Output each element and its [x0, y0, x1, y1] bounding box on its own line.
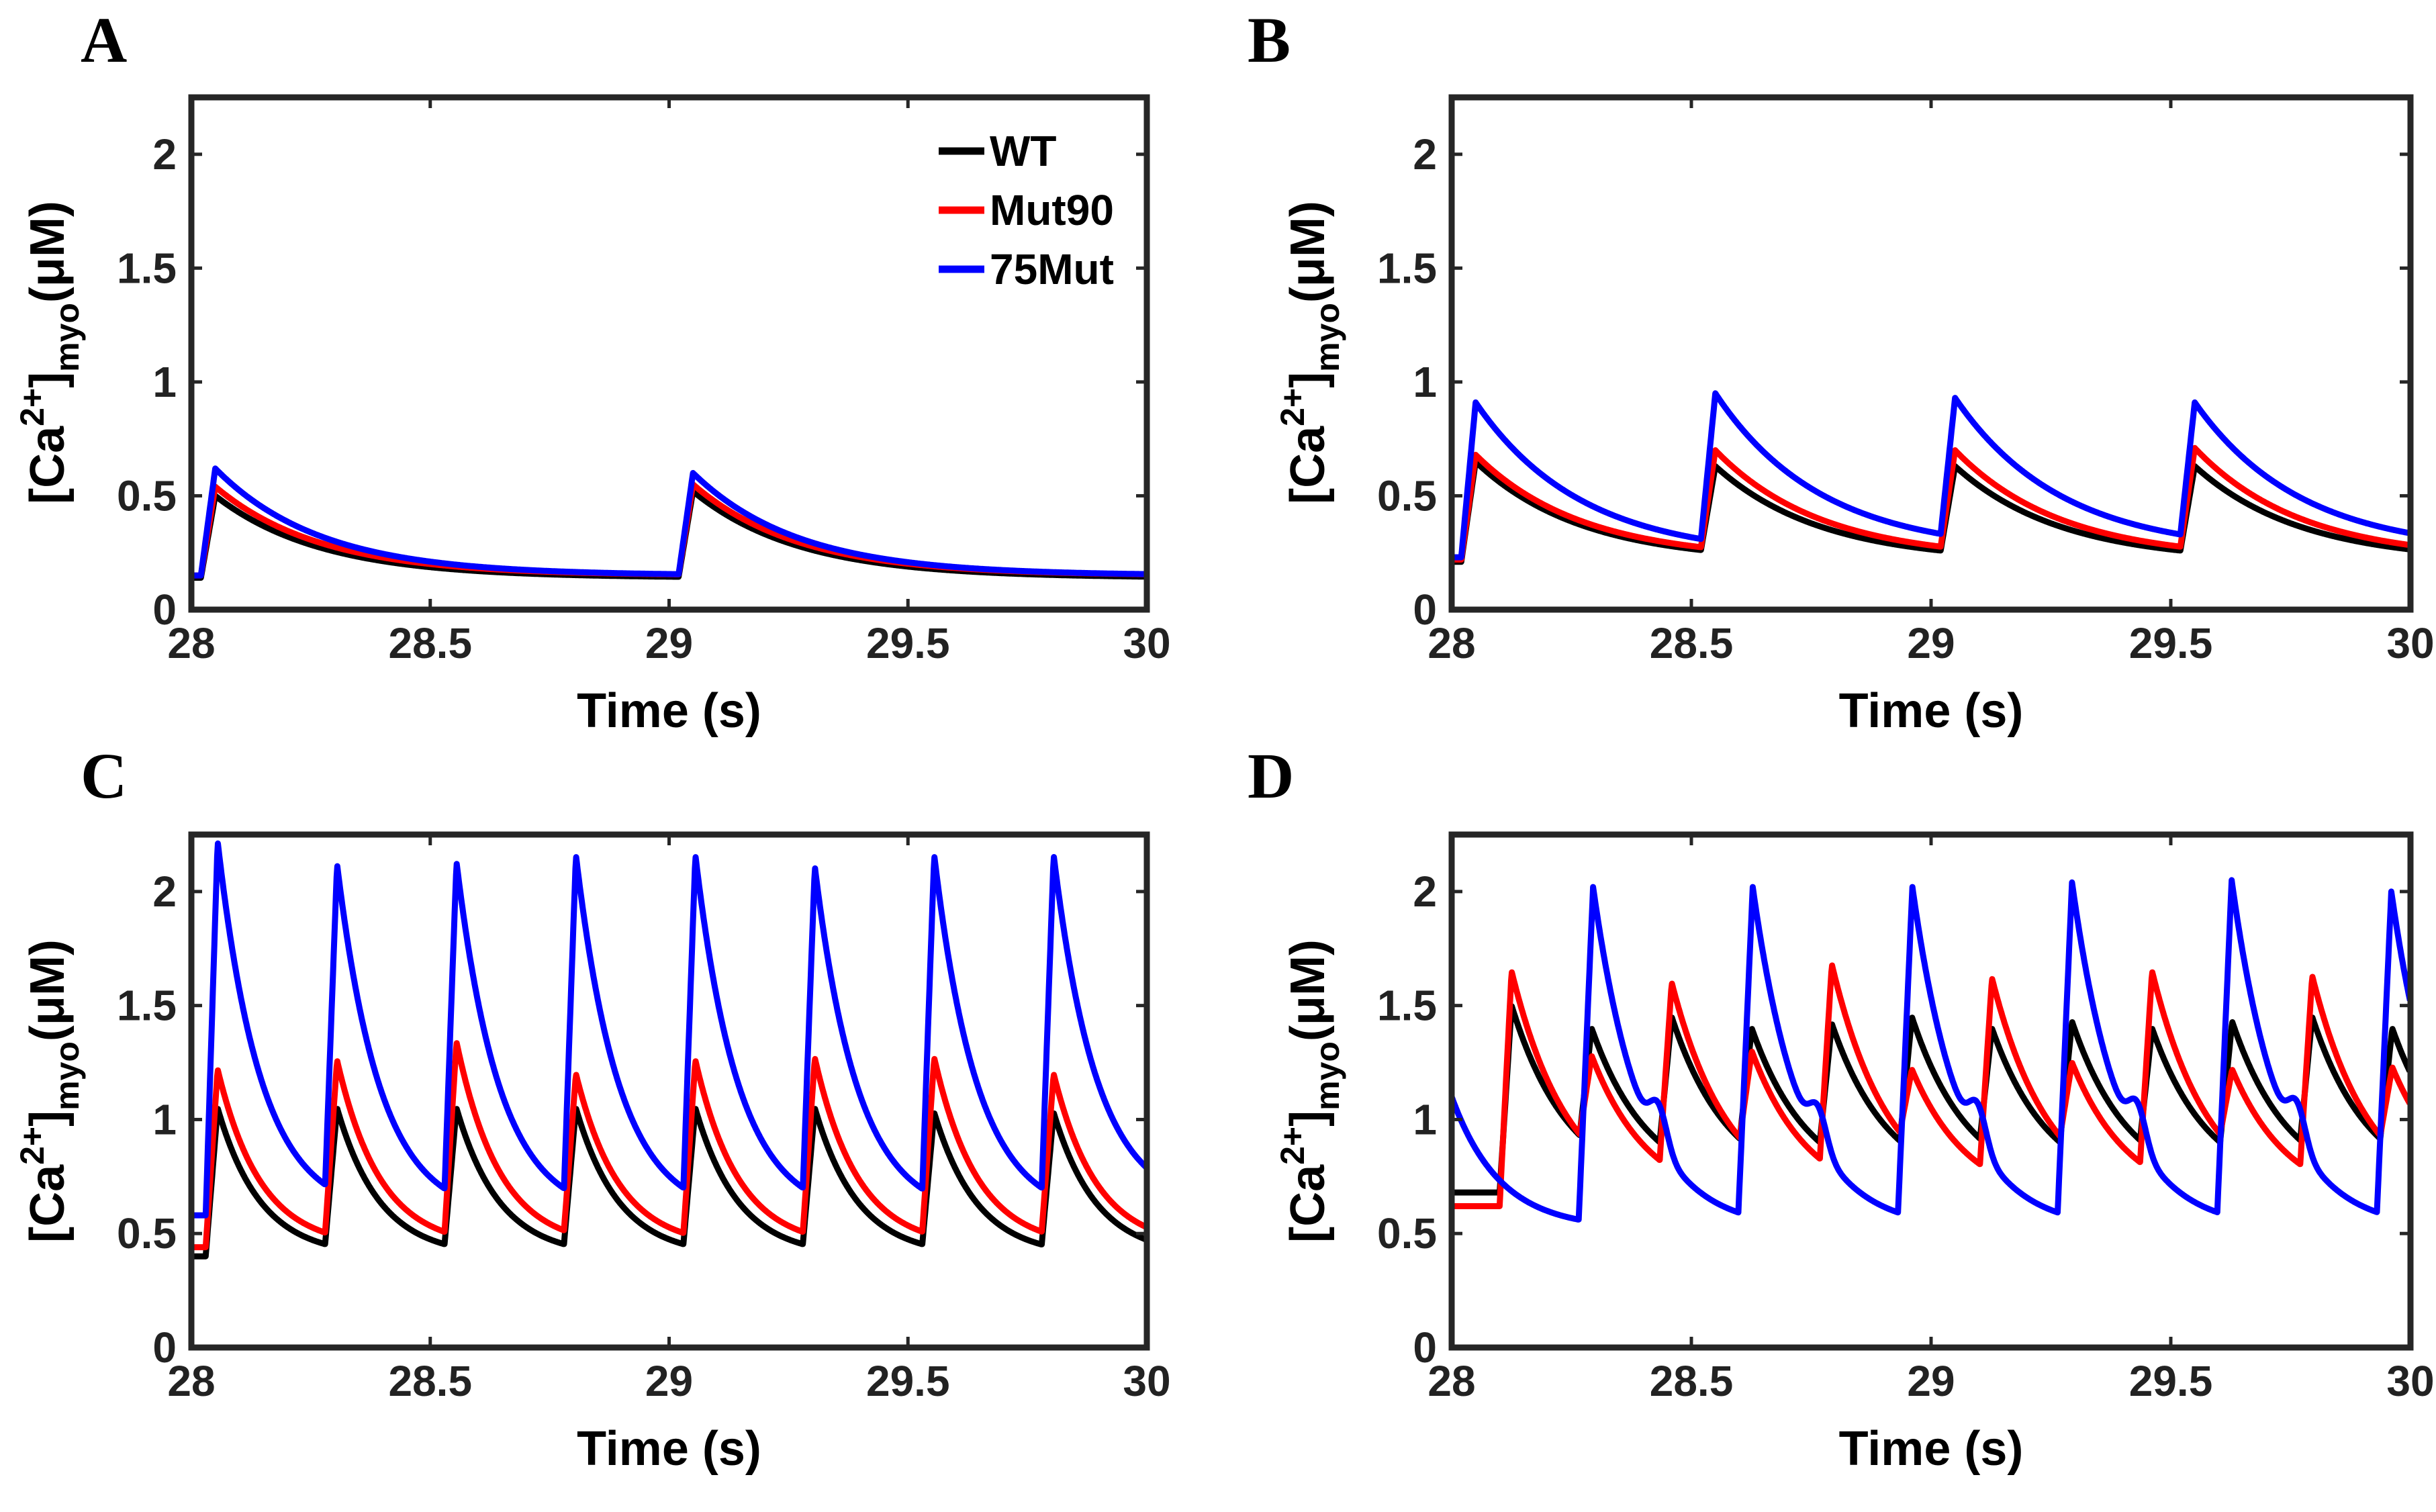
- series-line-wt: [191, 1106, 1147, 1260]
- y-tick-label: 1.5: [1377, 982, 1437, 1030]
- series-line-wt: [1452, 1003, 2410, 1196]
- panel-label: B: [1248, 4, 1291, 76]
- y-tick-label: 2: [1413, 130, 1437, 179]
- x-tick-label: 29: [645, 619, 693, 667]
- y-tick-label: 1: [1413, 1095, 1437, 1143]
- y-axis-label: [Ca2+]myo(μM): [1274, 939, 1346, 1243]
- y-tick-label: 1.5: [117, 244, 177, 292]
- legend-label-mut90: Mut90: [990, 186, 1114, 234]
- legend: WT Mut90 75Mut: [939, 127, 1114, 293]
- x-axis-label: Time (s): [577, 684, 761, 738]
- panel-label: A: [81, 4, 127, 76]
- series-line-wt: [1452, 459, 2410, 565]
- x-tick-label: 30: [1123, 619, 1170, 667]
- y-tick-label: 0: [1413, 585, 1437, 634]
- y-tick-label: 0.5: [117, 1209, 177, 1258]
- x-tick-label: 29: [1907, 619, 1955, 667]
- y-axis-label: [Ca2+]myo(μM): [1274, 201, 1346, 504]
- chart-panel-c: C 28 28.5 29 29.5 30 0 0.5 1 1.5 2 Time (s) [Ca2+]my…: [13, 740, 1171, 1476]
- x-tick-label: 29.5: [2129, 1357, 2213, 1405]
- y-tick-label: 2: [152, 867, 177, 916]
- series-line-mut90: [191, 481, 1147, 579]
- y-tick-label: 1.5: [117, 982, 177, 1030]
- x-tick-label: 28.5: [388, 619, 472, 667]
- chart-panel-d: D 28 28.5 29 29.5 30 0 0.5 1 1.5 2 Time (s) [Ca2+]my…: [1248, 740, 2435, 1476]
- series-line-75mut: [1452, 390, 2410, 561]
- x-tick-label: 30: [2386, 1357, 2434, 1405]
- series-group: [1452, 390, 2410, 565]
- chart-panel-a: A 28 28.5 29 29.5 30 0 0.5 1 1.5 2 Time (s) [Ca2+]my…: [13, 4, 1171, 738]
- panel-label: C: [81, 740, 127, 812]
- y-tick-label: 1.5: [1377, 244, 1437, 292]
- x-tick-label: 28: [1427, 619, 1475, 667]
- y-axis-label: [Ca2+]myo(μM): [13, 201, 86, 504]
- x-axis-label: Time (s): [1839, 684, 2024, 738]
- x-tick-label: 28.5: [388, 1357, 472, 1405]
- y-tick-label: 1: [152, 358, 177, 406]
- y-tick-label: 0: [152, 1323, 177, 1372]
- x-tick-label: 29: [645, 1357, 693, 1405]
- x-tick-label: 28: [167, 619, 215, 667]
- y-tick-label: 0.5: [1377, 1209, 1437, 1258]
- x-tick-label: 29.5: [2129, 619, 2213, 667]
- y-tick-label: 0.5: [117, 471, 177, 520]
- series-line-wt: [191, 488, 1147, 581]
- x-tick-label: 29: [1907, 1357, 1955, 1405]
- x-tick-label: 29.5: [866, 1357, 950, 1405]
- x-axis-label: Time (s): [1839, 1422, 2024, 1476]
- y-tick-label: 2: [1413, 867, 1437, 916]
- series-line-mut90: [1452, 444, 2410, 563]
- series-line-75mut: [191, 465, 1147, 579]
- panel-label: D: [1248, 740, 1294, 812]
- series-line-75mut: [1452, 877, 2410, 1223]
- y-tick-label: 0: [152, 585, 177, 634]
- y-tick-label: 1: [152, 1095, 177, 1143]
- series-group: [191, 465, 1147, 581]
- y-tick-label: 0: [1413, 1323, 1437, 1372]
- y-tick-label: 0.5: [1377, 471, 1437, 520]
- y-tick-label: 2: [152, 130, 177, 179]
- series-line-mut90: [191, 1040, 1147, 1251]
- y-axis-label: [Ca2+]myo(μM): [13, 939, 86, 1243]
- x-tick-label: 28.5: [1650, 619, 1734, 667]
- x-tick-label: 30: [1123, 1357, 1170, 1405]
- x-tick-label: 28.5: [1650, 1357, 1734, 1405]
- x-tick-label: 30: [2386, 619, 2434, 667]
- x-tick-label: 28: [1427, 1357, 1475, 1405]
- x-tick-label: 29.5: [866, 619, 950, 667]
- series-line-mut90: [1452, 962, 2410, 1209]
- legend-label-wt: WT: [990, 127, 1057, 175]
- series-group: [1452, 877, 2410, 1223]
- y-tick-label: 1: [1413, 358, 1437, 406]
- x-axis-label: Time (s): [577, 1422, 761, 1476]
- series-line-75mut: [191, 840, 1147, 1219]
- legend-label-75mut: 75Mut: [990, 245, 1114, 293]
- chart-panel-b: B 28 28.5 29 29.5 30 0 0.5 1 1.5 2 Time (s) [Ca2+]my…: [1248, 4, 2435, 738]
- series-group: [191, 840, 1147, 1260]
- x-tick-label: 28: [167, 1357, 215, 1405]
